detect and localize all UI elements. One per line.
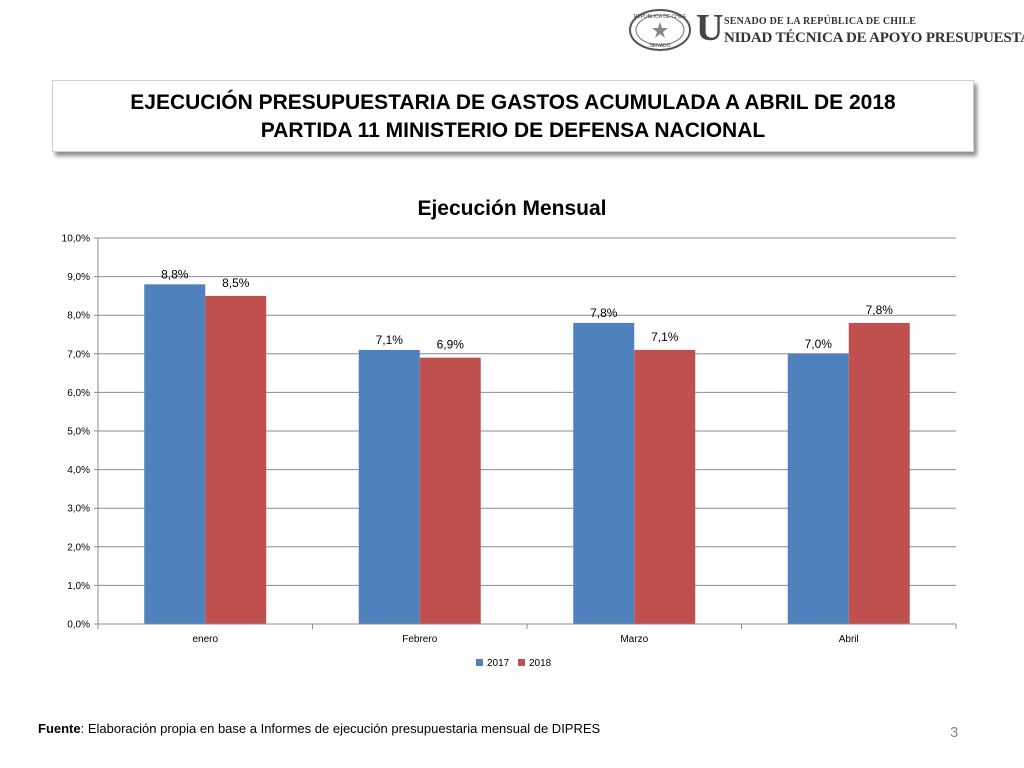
logo-big-letter: U [696, 7, 724, 49]
data-label: 7,1% [376, 333, 404, 347]
y-tick-label: 2,0% [67, 542, 90, 553]
bar-2018-Febrero [419, 357, 481, 624]
seal-text-bottom: SENADO [649, 43, 670, 49]
y-tick-label: 4,0% [67, 465, 90, 476]
legend-label: 2017 [487, 658, 510, 669]
bar-2017-Febrero [358, 349, 420, 624]
senado-seal-logo: REPÚBLICA DE CHILE SENADO [629, 9, 691, 51]
data-label: 7,8% [866, 303, 894, 317]
data-label: 8,8% [161, 267, 189, 281]
x-tick-label: Febrero [402, 634, 437, 645]
source-label: Fuente [38, 721, 81, 736]
slide-title-box: EJECUCIÓN PRESUPUESTARIA DE GASTOS ACUMU… [52, 80, 974, 152]
data-label: 6,9% [437, 338, 465, 352]
slide-title-line1: EJECUCIÓN PRESUPUESTARIA DE GASTOS ACUMU… [130, 91, 896, 114]
y-tick-label: 0,0% [67, 620, 90, 631]
page-number: 3 [950, 724, 959, 741]
logo-unidad-line: NIDAD TÉCNICA DE APOYO PRESUPUESTARIO [724, 30, 1024, 46]
seal-text-top: REPÚBLICA DE CHILE [634, 13, 687, 20]
bar-2017-Abril [787, 353, 849, 624]
legend-label: 2018 [529, 658, 552, 669]
x-tick-label: enero [192, 634, 218, 645]
x-tick-label: Abril [839, 634, 859, 645]
bar-2018-enero [205, 295, 267, 624]
bar-2017-Marzo [573, 322, 635, 624]
y-tick-label: 7,0% [67, 349, 90, 360]
data-label: 8,5% [222, 276, 250, 290]
y-tick-label: 3,0% [67, 504, 90, 515]
bar-chart: Ejecución Mensual 8,8% 8,5% 7,1% 6,9% 7,8% 7,… [62, 197, 957, 669]
legend-swatch-2017 [476, 659, 483, 666]
y-tick-label: 6,0% [67, 388, 90, 399]
x-tick-label: Marzo [620, 634, 648, 645]
legend-swatch-2018 [518, 659, 525, 666]
logo-senado-line: SENADO DE LA REPÚBLICA DE CHILE [724, 16, 917, 27]
y-tick-label: 8,0% [67, 311, 90, 322]
chart-title: Ejecución Mensual [417, 197, 606, 220]
bar-2018-Marzo [634, 349, 696, 624]
data-label: 7,8% [590, 306, 618, 320]
y-tick-label: 1,0% [67, 581, 90, 592]
source-footer: Fuente: Elaboración propia en base a Inf… [38, 721, 600, 736]
bar-2017-enero [144, 284, 206, 624]
bar-2018-Abril [848, 322, 910, 624]
y-tick-label: 9,0% [67, 272, 90, 283]
slide-title-line2: PARTIDA 11 MINISTERIO DE DEFENSA NACIONA… [260, 119, 766, 142]
y-tick-label: 5,0% [67, 427, 90, 438]
data-label: 7,0% [805, 337, 833, 351]
source-text: : Elaboración propia en base a Informes … [80, 721, 601, 736]
data-label: 7,1% [651, 330, 679, 344]
y-tick-label: 10,0% [62, 234, 90, 245]
